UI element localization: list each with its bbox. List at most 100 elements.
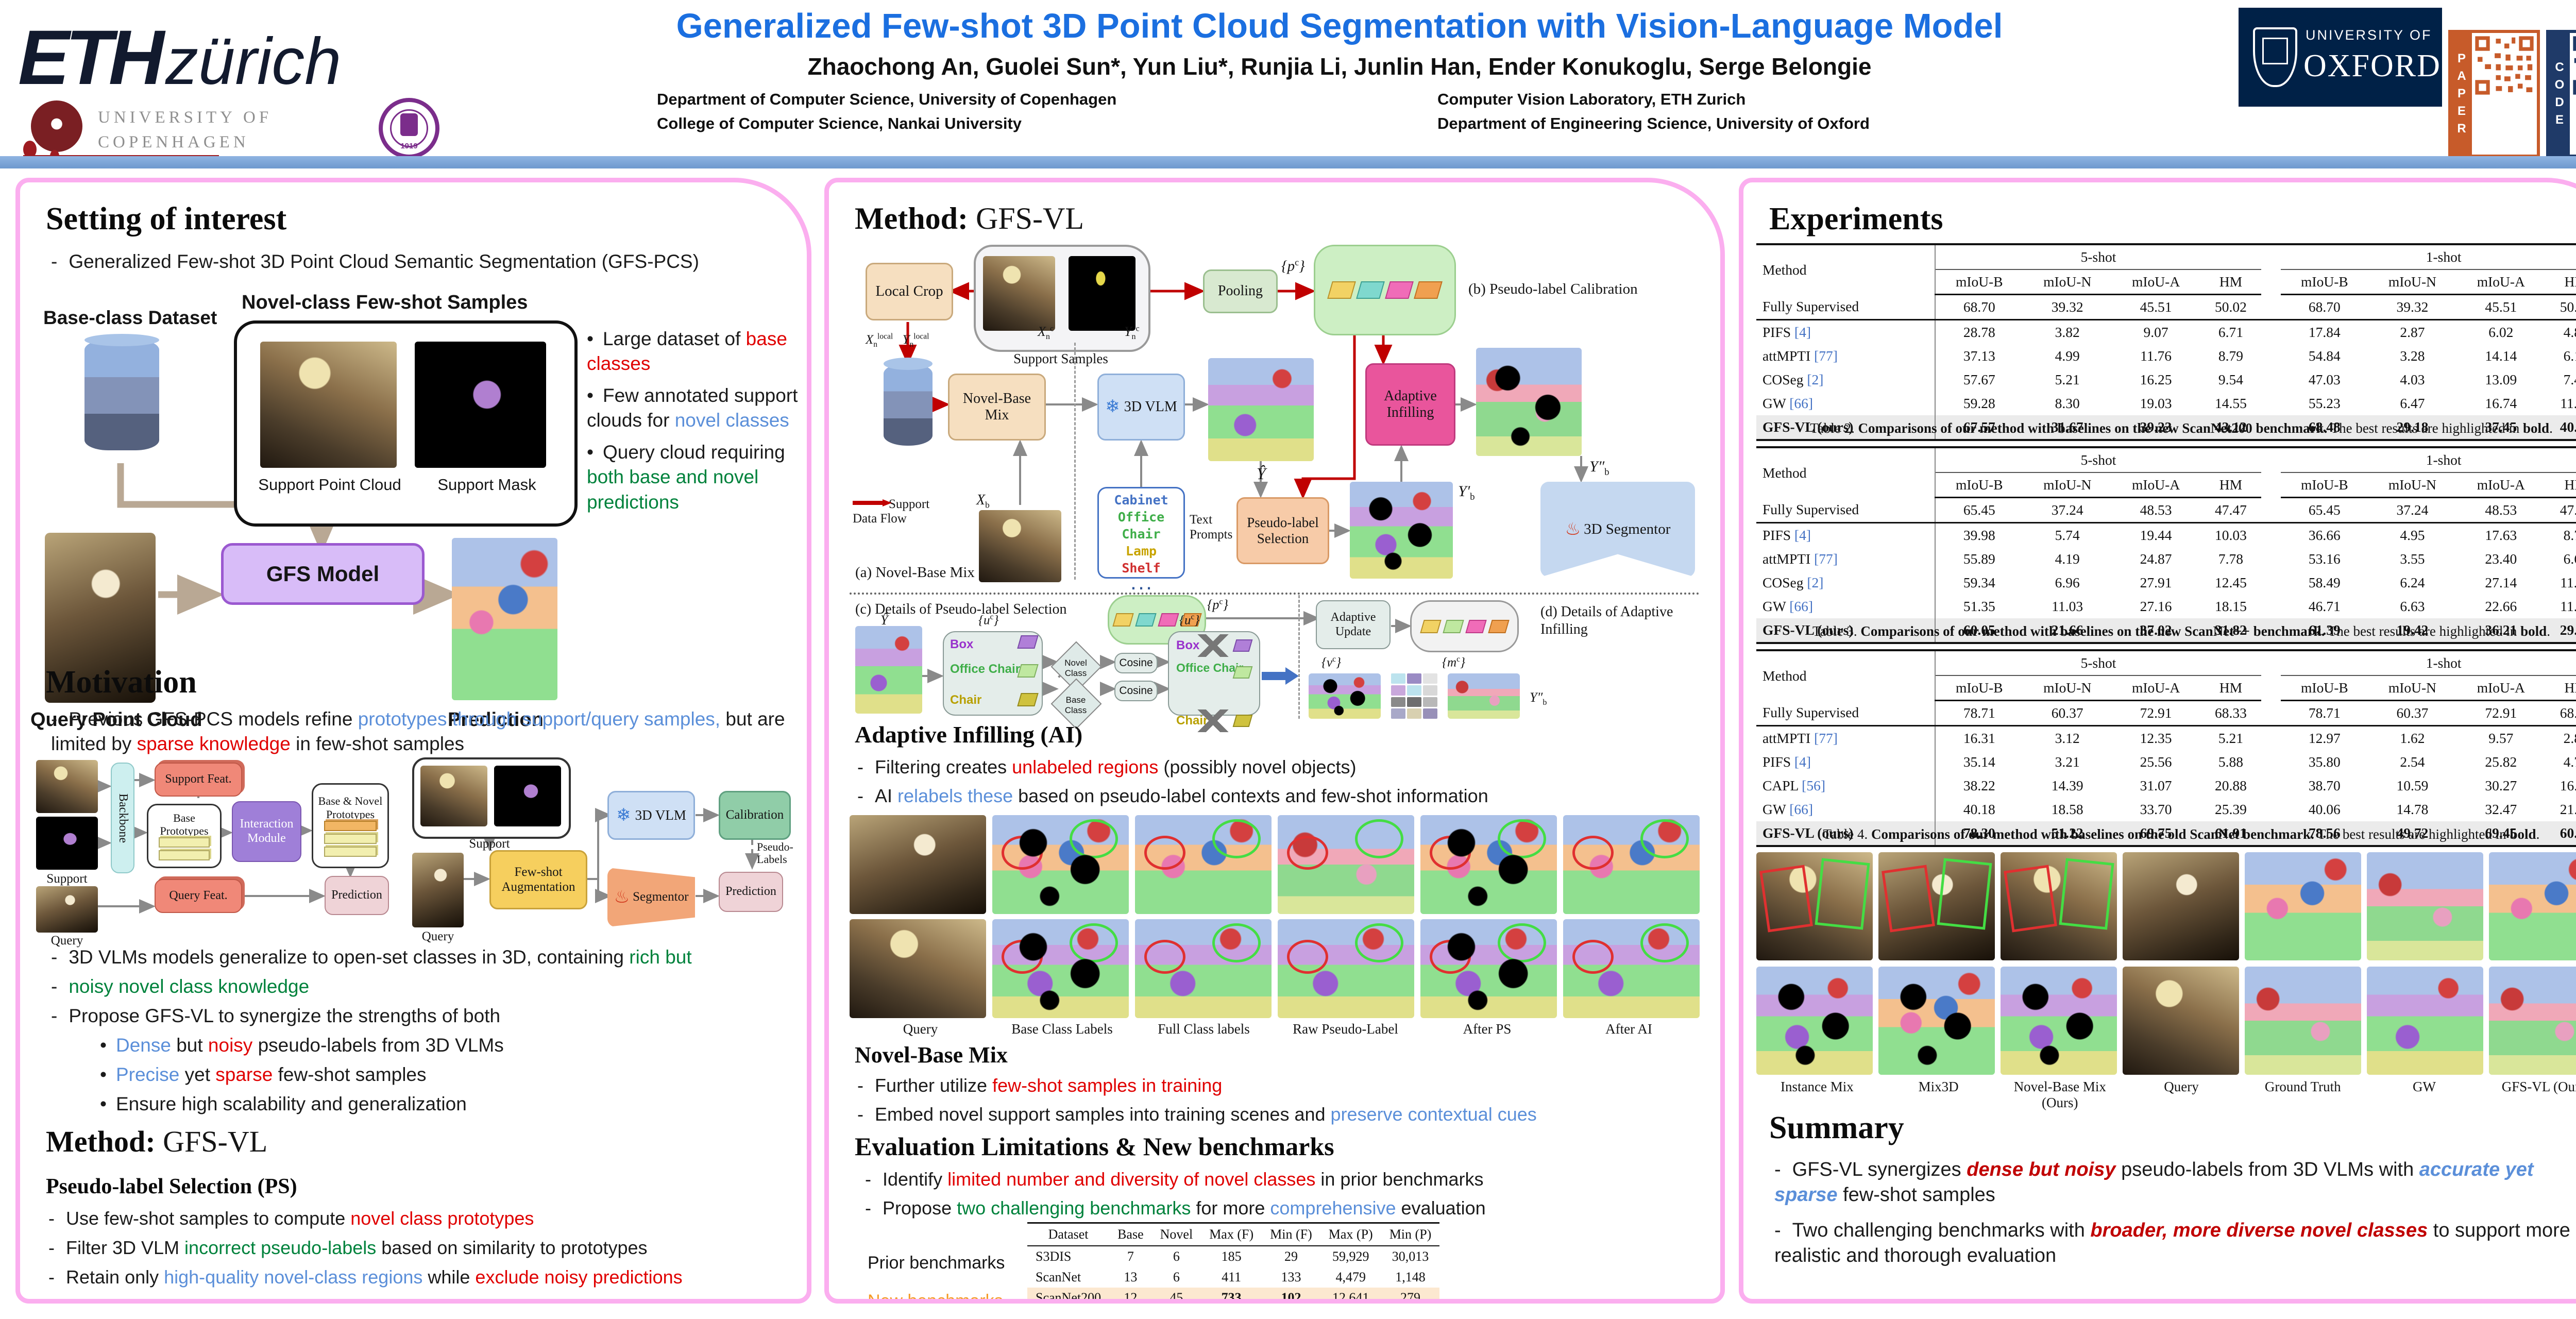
p-set-label: {pc} — [1207, 597, 1228, 612]
nankai-university-logo: 1919 — [379, 98, 439, 159]
qualitative-thumbnail — [1878, 852, 1995, 960]
red-ellipse-annotation — [1287, 836, 1328, 870]
text-segment: Propose — [883, 1197, 957, 1219]
text-segment: to support more realistic and thorough e… — [1774, 1220, 2570, 1267]
value-cell: 16.25 — [2140, 371, 2172, 387]
value-cell: 65.45 — [1935, 497, 2023, 523]
university-of-copenhagen-logo: UNIVERSITY OF COPENHAGEN — [23, 100, 353, 162]
bench-value: 6 — [1173, 1249, 1180, 1264]
value-cell: 6.96 — [2055, 574, 2080, 590]
green-ellipse-annotation — [1355, 819, 1403, 858]
bench-header: Min (P) — [1381, 1223, 1440, 1246]
results-table: Method 5-shot 1-shot mIoU-B mIoU-N mIoU-A HM mI… — [1756, 446, 2576, 644]
box-class-label: Box — [1176, 638, 1200, 652]
value-cell: 12.97 — [2308, 730, 2341, 746]
grid-caption: Full Class labels — [1158, 1021, 1250, 1037]
table-header-cell: mIoU-N — [2368, 269, 2457, 295]
green-ellipse-annotation — [1640, 923, 1689, 962]
value-cell: 47.47 — [2200, 497, 2262, 523]
motivation-bullet-4: Propose GFS-VL to synergize the strength… — [51, 1004, 798, 1028]
eval-title: Evaluation Limitations & New benchmarks — [855, 1132, 1334, 1161]
method-cell: GW [66] — [1756, 798, 1936, 821]
summary-bullet-2: Two challenging benchmarks with broader,… — [1774, 1218, 2576, 1269]
table-row: GW [66] 51.35 11.03 27.16 18.15 46.71 6.63 22.6… — [1756, 595, 2576, 618]
value-cell: 25.56 — [2140, 754, 2172, 770]
text-segment: GFS-VL synergizes — [1792, 1159, 1967, 1180]
filtered-class-box: Box Office Chair Chair — [1168, 631, 1260, 732]
class-block — [1232, 639, 1253, 652]
red-ellipse-annotation — [1430, 940, 1471, 974]
bench-value: 733 — [1201, 1288, 1262, 1299]
table-row: Fully Supervised 68.70 39.32 45.51 50.02 68.7… — [1756, 294, 2576, 320]
table4-caption: Table 4. Comparisons of our method with … — [1743, 826, 2576, 842]
qr-label-letter: O — [2554, 78, 2565, 92]
interaction-module-box: Interaction Module — [232, 801, 301, 862]
value-cell: 37.24 — [2023, 497, 2112, 523]
value-cell: 57.67 — [1963, 371, 1995, 387]
y-pp-label-2: Y″b — [1530, 690, 1547, 707]
value-cell: 17.63 — [2485, 527, 2517, 543]
text-segment: evaluation — [1396, 1197, 1486, 1219]
y-pp-label: Y″b — [1589, 458, 1609, 478]
strip-captions: Instance Mix Mix3D Novel-Base Mix (Ours) Qu… — [1756, 1079, 2576, 1110]
value-cell: 6.47 — [2400, 395, 2425, 411]
method-title-bold: Method: — [46, 1125, 156, 1158]
text-segment: bold — [2520, 623, 2547, 639]
value-cell: 78.71 — [1935, 700, 2023, 726]
support-flow-legend: Support Data Flow — [853, 497, 956, 526]
affiliation: College of Computer Science, Nankai Univ… — [657, 114, 1022, 132]
text-segment: comprehensive — [1270, 1197, 1396, 1219]
text-segment: few-shot samples — [273, 1064, 427, 1085]
text-segment: base classes — [587, 328, 787, 375]
support-label: Support — [46, 872, 88, 886]
method-cell: attMPTI [77] — [1756, 725, 1936, 750]
ai-qualitative-grid — [850, 815, 1700, 1019]
bench-header: Max (F) — [1201, 1223, 1262, 1246]
value-cell: 4.99 — [2055, 348, 2080, 364]
value-cell: 38.70 — [2308, 777, 2341, 793]
qr-label-letter: E — [2555, 113, 2564, 127]
query-thumbnail — [850, 919, 986, 1018]
support-photo-thumbnail — [36, 760, 98, 813]
value-cell: 35.14 — [1963, 754, 1995, 770]
qr-label-letter: P — [2457, 52, 2466, 65]
ps-details-label: (c) Details of Pseudo-label Selection — [855, 601, 1067, 617]
text-segment: few-shot samples in training — [992, 1075, 1223, 1096]
table-header-cell: mIoU-A — [2111, 269, 2200, 295]
query-feat-box: Query Feat. — [155, 879, 242, 913]
copenhagen-line2: COPENHAGEN — [98, 132, 249, 151]
citation-ref: [77] — [1814, 348, 1838, 364]
matrix-cell — [1423, 708, 1437, 719]
table3-wrap: Method 5-shot 1-shot mIoU-B mIoU-N mIoU-A HM mI… — [1756, 446, 2576, 644]
value-cell: 5.21 — [2218, 730, 2243, 746]
table-header-cell: HM — [2200, 269, 2262, 295]
red-ellipse-annotation — [1002, 836, 1043, 870]
text-segment: both base and novel predictions — [587, 466, 759, 513]
value-cell: 51.22 — [2023, 821, 2112, 846]
segmentation-thumbnail — [1135, 919, 1272, 1018]
table-row: COSeg [2] 57.67 5.21 16.25 9.54 47.03 4.03 13.0… — [1756, 368, 2576, 392]
citation-ref: [4] — [1794, 324, 1811, 340]
green-ellipse-annotation — [1212, 819, 1261, 858]
text-segment: Precise — [115, 1064, 180, 1085]
text-segment: . — [2549, 420, 2553, 436]
segmentation-thumbnail — [1420, 815, 1557, 914]
value-cell: 5.21 — [2055, 371, 2080, 387]
value-cell: 9.54 — [2218, 371, 2243, 387]
benchmark-table: Dataset Base Novel Max (F) Min (F) Max (P) Min… — [1027, 1222, 1440, 1299]
support-mask-label: Support Mask — [437, 476, 536, 494]
query-label: Query — [421, 929, 454, 943]
class-block — [1017, 635, 1039, 649]
strip-caption: Mix3D — [1918, 1079, 1959, 1094]
text-segment: Comparisons of our method with baselines… — [1860, 623, 2325, 639]
value-cell: 11.59 — [2560, 598, 2576, 614]
value-cell: 6.66 — [2563, 551, 2576, 567]
matrix-cell — [1423, 673, 1437, 684]
decorative-line — [23, 155, 219, 157]
value-cell: 72.91 — [2456, 700, 2546, 726]
office-chair-class-label: Office Chair — [950, 662, 1021, 676]
summary-title: Summary — [1769, 1110, 1904, 1145]
text-segment: in few-shot samples — [290, 733, 465, 755]
method-title: Method: GFS-VL — [46, 1124, 267, 1159]
value-cell: 4.95 — [2400, 527, 2425, 543]
